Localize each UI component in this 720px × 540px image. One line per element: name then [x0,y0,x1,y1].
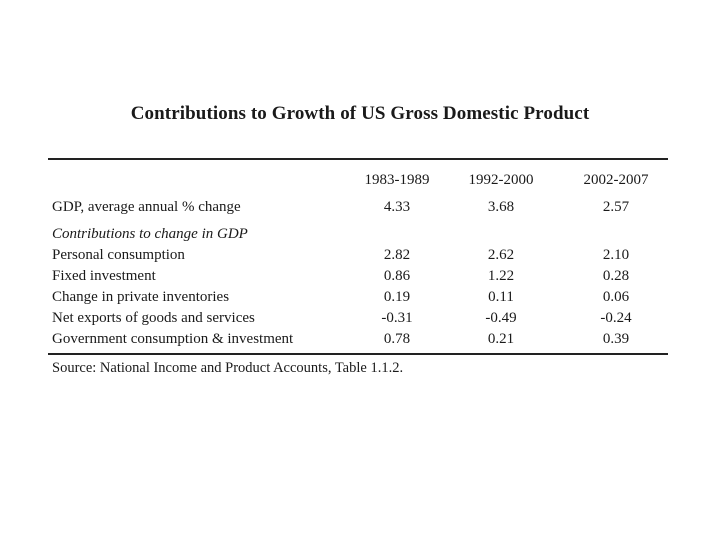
row-value: 0.39 [602,331,630,347]
row-value: 0.06 [602,289,630,305]
table-row: Change in private inventories 0.19 0.11 … [52,287,668,307]
header-row: 1983-1989 1992-2000 2002-2007 [52,170,668,190]
table-row: Net exports of goods and services -0.31 … [52,308,668,328]
row-value: -0.49 [485,310,517,326]
row-label: Change in private inventories [52,289,230,305]
table-row: Fixed investment 0.86 1.22 0.28 [52,266,668,286]
row-label: Government consumption & investment [52,331,294,347]
table-title: Contributions to Growth of US Gross Dome… [130,103,590,124]
gdp-row-label: GDP, average annual % change [52,199,241,215]
gdp-value-2002-2007: 2.57 [602,199,630,215]
row-value: 0.86 [383,268,411,284]
gdp-row: GDP, average annual % change 4.33 3.68 2… [52,197,668,217]
row-value: -0.24 [600,310,632,326]
row-value: 0.19 [383,289,411,305]
gdp-value-1992-2000: 3.68 [487,199,515,215]
column-header-2002-2007: 2002-2007 [583,172,649,188]
row-label: Personal consumption [52,247,185,263]
row-value: 0.21 [487,331,515,347]
row-value: 2.10 [602,247,630,263]
row-value: 2.82 [383,247,411,263]
table-row: Personal consumption 2.82 2.62 2.10 [52,245,668,265]
row-label: Fixed investment [52,268,156,284]
row-value: 2.62 [487,247,515,263]
row-value: 0.11 [488,289,514,305]
column-header-1983-1989: 1983-1989 [364,172,430,188]
row-value: 1.22 [487,268,515,284]
row-value: 0.28 [602,268,630,284]
source-note: Source: National Income and Product Acco… [52,360,404,376]
row-value: 0.78 [383,331,411,347]
top-rule [48,158,668,160]
bottom-rule [48,353,668,355]
row-value: -0.31 [381,310,413,326]
gdp-value-1983-1989: 4.33 [383,199,411,215]
column-header-1992-2000: 1992-2000 [468,172,534,188]
table-row: Government consumption & investment 0.78… [52,329,668,349]
section-row: Contributions to change in GDP [52,224,668,244]
row-label: Net exports of goods and services [52,310,255,326]
section-label: Contributions to change in GDP [52,226,248,242]
